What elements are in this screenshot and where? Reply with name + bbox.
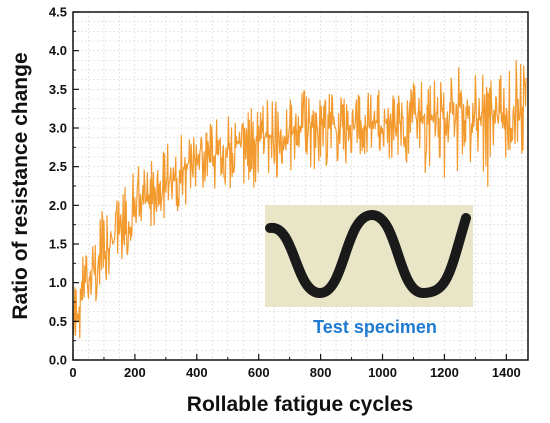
x-tick-label: 0 [69, 365, 76, 380]
y-tick-label: 4.5 [49, 5, 67, 20]
y-tick-label: 3.5 [49, 82, 67, 97]
inset-caption: Test specimen [313, 317, 437, 337]
series-line [72, 59, 527, 339]
x-tick-label: 1000 [368, 365, 397, 380]
inset-photo: Test specimen [265, 205, 473, 337]
y-axis-title: Ratio of resistance change [9, 52, 32, 319]
x-tick-label: 1200 [430, 365, 459, 380]
x-tick-label: 1400 [492, 365, 521, 380]
y-tick-label: 0.5 [49, 314, 67, 329]
x-tick-label: 600 [248, 365, 270, 380]
x-axis-title: Rollable fatigue cycles [187, 393, 413, 416]
x-tick-label: 800 [310, 365, 332, 380]
y-tick-label: 0.0 [49, 353, 67, 368]
x-tick-label: 200 [124, 365, 146, 380]
series-layer [72, 59, 527, 339]
y-tick-label: 2.5 [49, 159, 67, 174]
y-tick-label: 4.0 [49, 43, 67, 58]
x-tick-label: 400 [186, 365, 208, 380]
grid [72, 11, 528, 361]
ticks: 0 200 400 600 800 1000 1200 1400 0.0 0.5 1.0 1.5 2.0… [49, 5, 521, 381]
y-tick-label: 1.5 [49, 237, 67, 252]
specimen-trace [265, 209, 471, 299]
y-tick-label: 1.0 [49, 275, 67, 290]
y-tick-label: 2.0 [49, 198, 67, 213]
y-tick-label: 3.0 [49, 121, 67, 136]
